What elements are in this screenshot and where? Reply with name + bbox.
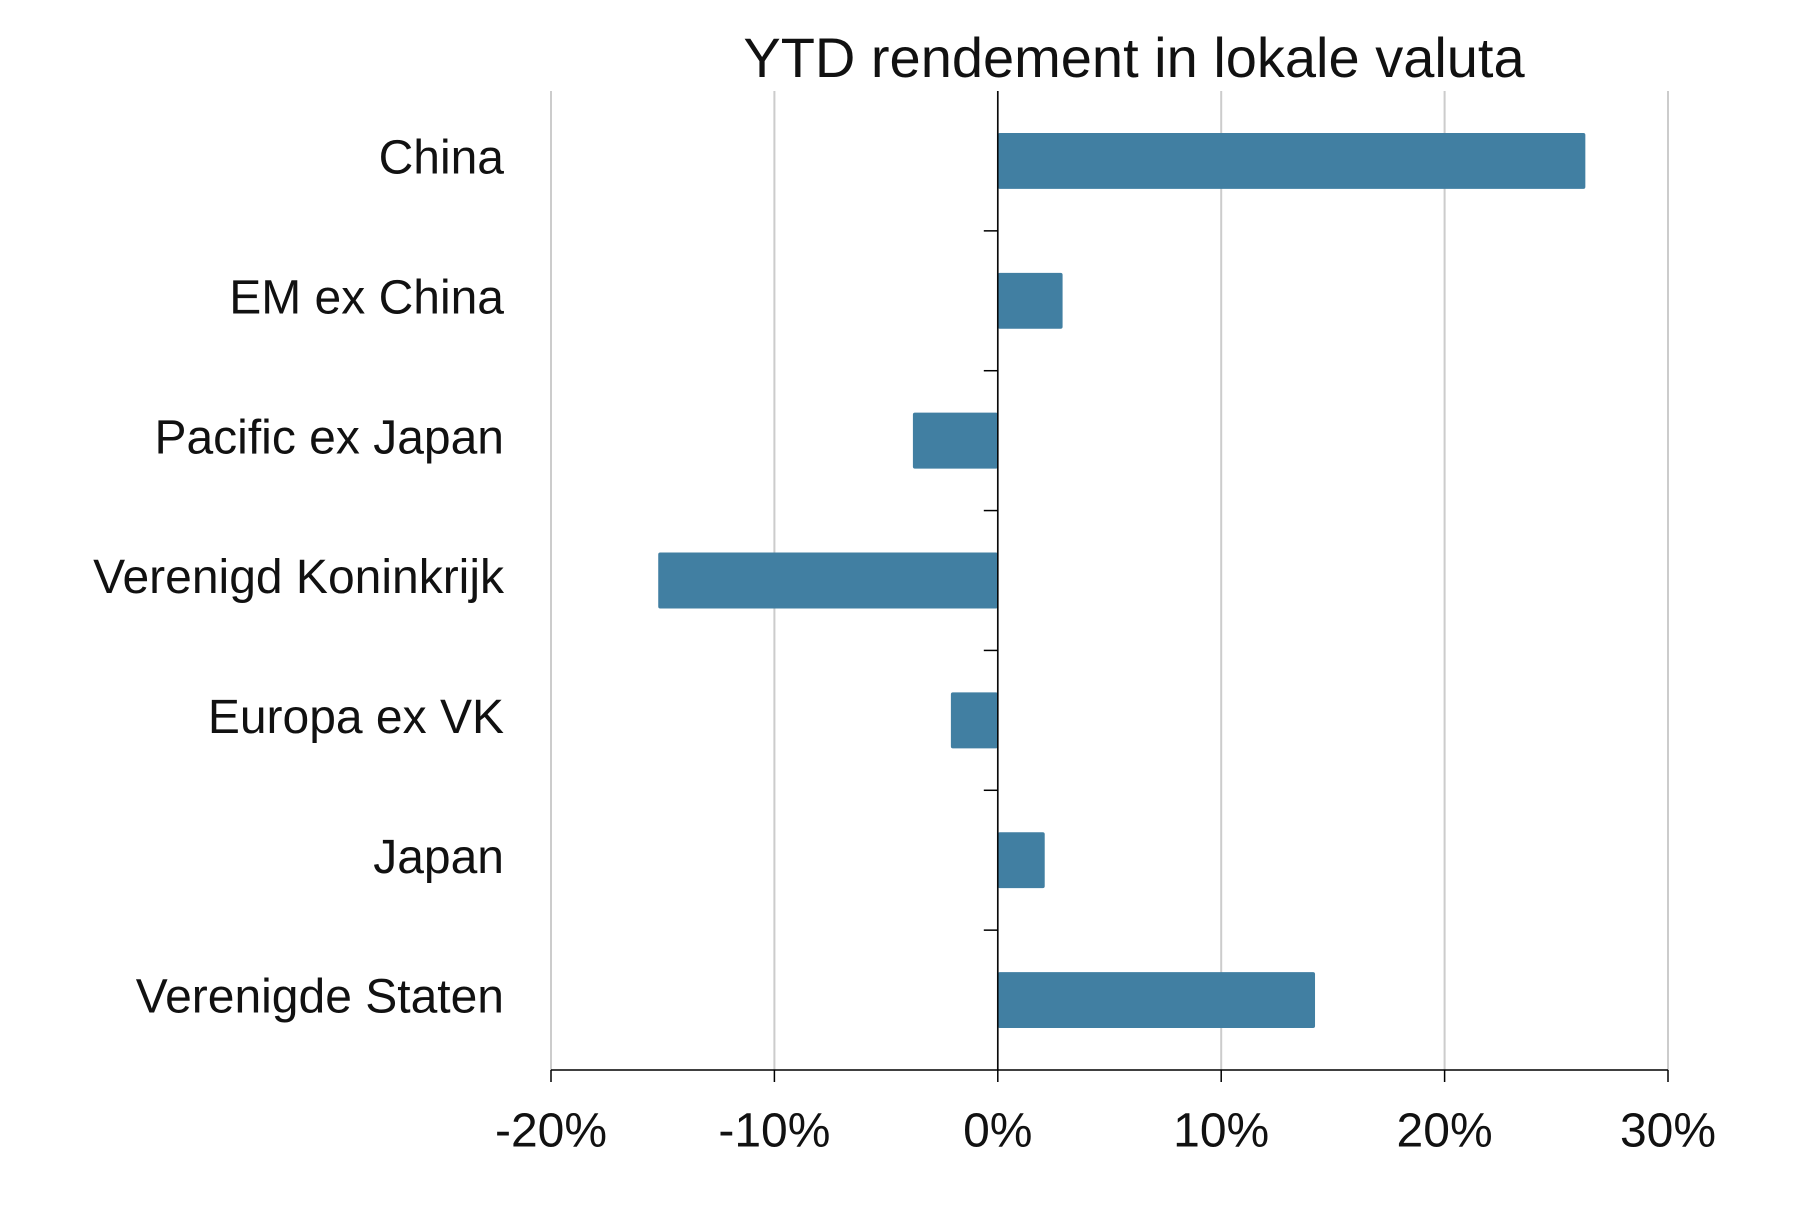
bar [658,552,998,609]
x-tick-label: -10% [718,1105,830,1158]
bar [950,692,998,749]
chart-title: YTD rendement in lokale valuta [743,26,1525,89]
x-tick-label: 0% [963,1105,1032,1158]
y-tick-label: Pacific ex Japan [154,411,504,464]
bar [912,412,998,469]
x-tick-label: -20% [495,1105,607,1158]
y-tick-label: EM ex China [229,271,504,324]
bar [997,832,1045,889]
y-tick-label: Europa ex VK [208,691,504,744]
y-tick-label: Verenigd Koninkrijk [93,551,505,604]
bar [997,972,1316,1029]
y-tick-label: Verenigde Staten [136,971,504,1024]
x-tick-label: 10% [1173,1105,1269,1158]
y-tick-label: China [379,132,505,185]
bar [997,272,1063,329]
x-tick-label: 20% [1397,1105,1493,1158]
x-tick-label: 30% [1620,1105,1716,1158]
bar [997,132,1586,189]
y-tick-label: Japan [373,831,504,884]
